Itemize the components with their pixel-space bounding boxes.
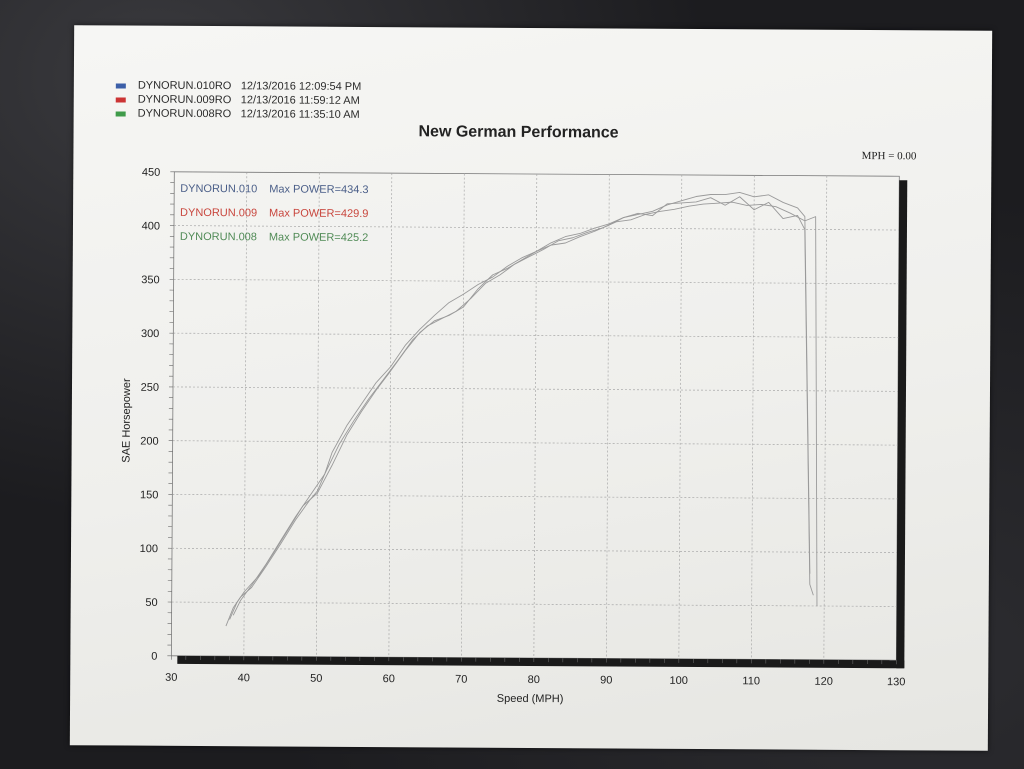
- x-tick-label: 130: [887, 676, 905, 688]
- x-tick-label: 30: [165, 672, 177, 684]
- x-tick-label: 50: [310, 673, 322, 685]
- y-axis-title: SAE Horsepower: [121, 378, 134, 463]
- annotation-run: DYNORUN.008: [180, 231, 257, 243]
- annotation-max-power: Max POWER=434.3: [269, 183, 368, 196]
- x-tick-label: 60: [383, 673, 395, 685]
- axis-ticks: 30 40 50 60 70 80 90 100 110 120 130 0 50 100 150 200 25…: [140, 167, 906, 689]
- legend-run-009: DYNORUN.009RO: [138, 94, 232, 107]
- y-tick-label: 200: [140, 436, 158, 448]
- y-tick-label: 0: [151, 651, 157, 663]
- plot-frame: [170, 171, 908, 669]
- annotation-run: DYNORUN.010: [180, 183, 257, 195]
- x-tick-label: 110: [742, 675, 760, 687]
- series-layer: [225, 192, 818, 627]
- legend-run-010: DYNORUN.010RO: [138, 80, 232, 93]
- y-tick-label: 100: [140, 543, 158, 555]
- y-gridline: [171, 601, 897, 607]
- y-tick-label: 350: [141, 274, 159, 286]
- y-gridline: [173, 279, 899, 285]
- x-gridline: [243, 172, 248, 657]
- chart-title: New German Performance: [418, 123, 618, 141]
- plot-shadow-bottom: [177, 655, 905, 669]
- y-tick-label: 250: [141, 382, 159, 394]
- legend-swatch-009: [115, 97, 126, 103]
- x-gridline: [388, 173, 393, 658]
- y-gridline: [173, 332, 899, 338]
- plot-shadow-right: [896, 180, 908, 669]
- x-tick-label: 80: [528, 674, 540, 686]
- legend-date-009: 12/13/2016 11:59:12 AM: [241, 94, 360, 107]
- x-gridline: [605, 174, 610, 659]
- x-tick-label: 40: [238, 672, 250, 684]
- annotation-run: DYNORUN.009: [180, 207, 257, 219]
- mph-readout: MPH = 0.00: [862, 150, 917, 162]
- x-tick-label: 100: [669, 675, 687, 687]
- grid: [171, 172, 899, 660]
- y-tick-label: 450: [142, 167, 160, 179]
- x-tick-label: 120: [814, 676, 832, 688]
- annotations: DYNORUN.010 Max POWER=434.3 DYNORUN.009 Max…: [180, 183, 369, 244]
- series-line-0: [225, 192, 811, 627]
- x-axis-title: Speed (MPH): [497, 693, 564, 705]
- y-gridline: [172, 494, 898, 500]
- y-gridline: [172, 547, 898, 554]
- legend-date-008: 12/13/2016 11:35:10 AM: [241, 108, 360, 121]
- x-gridline: [750, 175, 755, 660]
- x-gridline: [678, 174, 683, 659]
- x-tick-label: 90: [600, 674, 612, 686]
- legend: DYNORUN.010RO 12/13/2016 12:09:54 PM DYN…: [115, 80, 362, 121]
- legend-run-008: DYNORUN.008RO: [138, 108, 232, 121]
- x-tick-label: 70: [455, 674, 467, 686]
- x-gridline: [316, 172, 320, 657]
- annotation-max-power: Max POWER=429.9: [269, 207, 368, 220]
- series-line-2: [232, 201, 818, 616]
- legend-swatch-010: [115, 83, 126, 89]
- series-line-1: [229, 196, 814, 620]
- y-gridline: [172, 440, 898, 446]
- y-tick-label: 300: [141, 328, 159, 340]
- legend-swatch-008: [115, 111, 126, 117]
- y-gridline: [172, 386, 898, 392]
- legend-date-010: 12/13/2016 12:09:54 PM: [241, 80, 362, 93]
- dyno-chart: DYNORUN.010RO 12/13/2016 12:09:54 PM DYN…: [115, 80, 917, 705]
- y-tick-label: 150: [140, 489, 158, 501]
- dyno-printout: DYNORUN.010RO 12/13/2016 12:09:54 PM DYN…: [69, 25, 993, 751]
- y-tick-label: 400: [142, 220, 160, 232]
- y-gridline: [173, 225, 899, 231]
- y-tick-label: 50: [145, 597, 157, 609]
- annotation-max-power: Max POWER=425.2: [269, 231, 368, 244]
- x-gridline: [823, 175, 828, 660]
- x-gridline: [533, 174, 538, 659]
- x-gridline: [461, 173, 465, 658]
